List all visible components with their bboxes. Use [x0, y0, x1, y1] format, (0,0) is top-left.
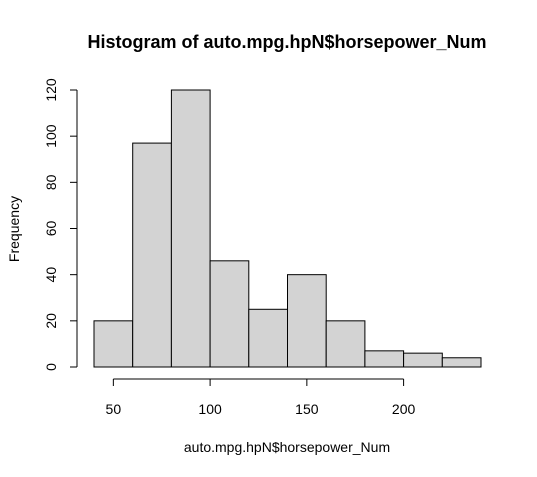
histogram-bar-220-240	[441, 357, 482, 368]
histogram-bar-60-80	[132, 142, 172, 368]
histogram-bar-80-100	[170, 89, 211, 368]
histogram-bar-140-160	[287, 274, 327, 368]
histogram-bar-120-140	[248, 308, 289, 368]
histogram-bar-100-120	[209, 260, 250, 368]
x-tick-label-100: 100	[198, 401, 222, 417]
x-tick-label-150: 150	[295, 401, 319, 417]
y-tick-label-60: 60	[43, 221, 59, 237]
y-tick-label-80: 80	[43, 174, 59, 190]
chart-title: Histogram of auto.mpg.hpN$horsepower_Num	[87, 32, 486, 52]
y-tick-label-20: 20	[43, 313, 59, 329]
histogram-bar-160-180	[325, 320, 366, 368]
x-axis-label: auto.mpg.hpN$horsepower_Num	[184, 439, 390, 455]
x-tick-label-200: 200	[392, 401, 416, 417]
histogram-bar-180-200	[364, 350, 405, 368]
histogram-bar-40-60	[93, 320, 134, 368]
histogram-bar-200-220	[403, 352, 443, 368]
y-tick-label-100: 100	[43, 124, 59, 148]
y-axis: 0 20 40 60 80 100 120	[43, 78, 78, 371]
y-tick-label-0: 0	[43, 363, 59, 371]
x-tick-label-50: 50	[106, 401, 122, 417]
y-tick-label-120: 120	[43, 78, 59, 102]
x-axis: 50 100 150 200	[106, 378, 416, 417]
y-tick-label-40: 40	[43, 267, 59, 283]
y-axis-label: Frequency	[6, 196, 22, 262]
bars-group	[93, 89, 482, 368]
